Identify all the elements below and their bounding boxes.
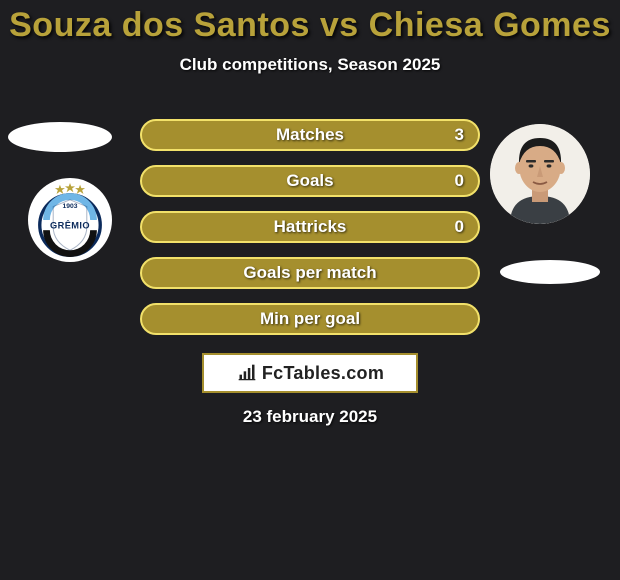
crest-main-text: GRÊMIO <box>50 219 90 230</box>
stat-row-hattricks: Hattricks 0 <box>140 211 480 243</box>
brand-box: FcTables.com <box>202 353 418 393</box>
left-club-crest: 1903 GRÊMIO FBPA <box>28 178 112 262</box>
stat-right-value: 3 <box>455 125 464 145</box>
stat-right-value: 0 <box>455 171 464 191</box>
stat-right-value: 0 <box>455 217 464 237</box>
date-text: 23 february 2025 <box>0 407 620 427</box>
stat-row-gpm: Goals per match <box>140 257 480 289</box>
gremio-crest-icon: 1903 GRÊMIO FBPA <box>28 178 112 262</box>
subtitle: Club competitions, Season 2025 <box>0 55 620 75</box>
stat-row-matches: Matches 3 <box>140 119 480 151</box>
right-club-placeholder <box>500 260 600 284</box>
crest-sub-text: FBPA <box>62 240 78 246</box>
stat-label: Matches <box>276 125 344 145</box>
stat-row-goals: Goals 0 <box>140 165 480 197</box>
player-avatar-icon <box>490 124 590 224</box>
stat-label: Min per goal <box>260 309 360 329</box>
stat-label: Goals per match <box>243 263 376 283</box>
brand-text: FcTables.com <box>262 363 384 384</box>
stat-row-mpg: Min per goal <box>140 303 480 335</box>
crest-year: 1903 <box>63 203 78 210</box>
infographic-root: Souza dos Santos vs Chiesa Gomes Club co… <box>0 0 620 580</box>
right-player-photo <box>490 124 590 224</box>
stat-label: Hattricks <box>274 217 347 237</box>
page-title: Souza dos Santos vs Chiesa Gomes <box>0 0 620 45</box>
stat-label: Goals <box>286 171 333 191</box>
chart-icon <box>236 363 258 383</box>
left-player-placeholder <box>8 122 112 152</box>
